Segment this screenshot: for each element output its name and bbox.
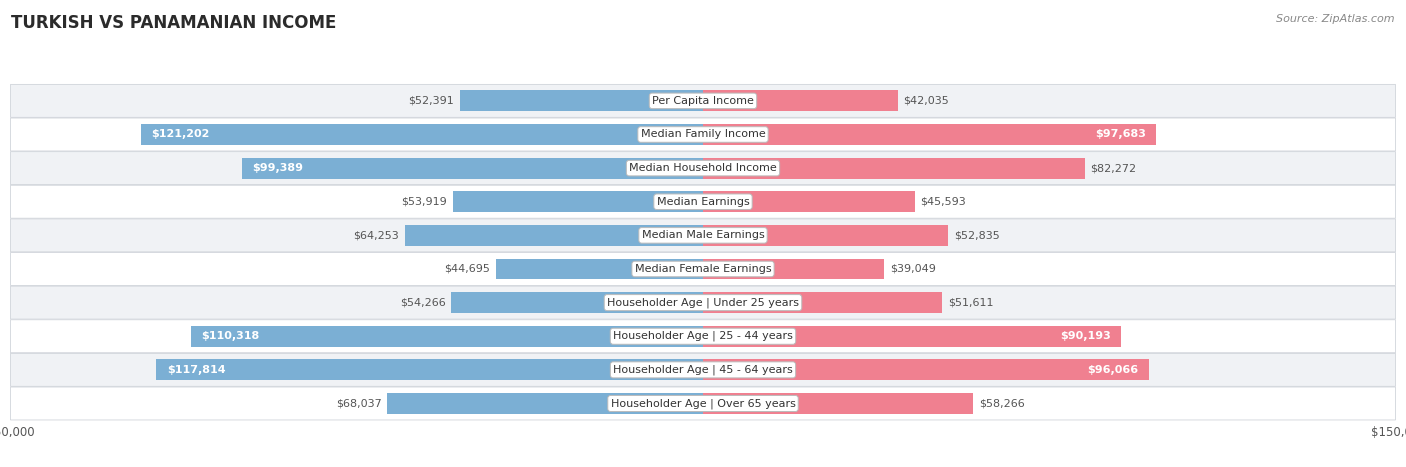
Text: $97,683: $97,683 xyxy=(1095,129,1146,140)
Bar xyxy=(141,124,703,145)
Bar xyxy=(703,124,1156,145)
Text: $42,035: $42,035 xyxy=(904,96,949,106)
Text: $39,049: $39,049 xyxy=(890,264,935,274)
Text: Median Female Earnings: Median Female Earnings xyxy=(634,264,772,274)
Bar xyxy=(191,326,703,347)
Text: $64,253: $64,253 xyxy=(353,230,399,241)
Text: Householder Age | 45 - 64 years: Householder Age | 45 - 64 years xyxy=(613,365,793,375)
Text: $121,202: $121,202 xyxy=(150,129,209,140)
Bar xyxy=(703,158,1084,178)
Text: $54,266: $54,266 xyxy=(399,297,446,308)
FancyBboxPatch shape xyxy=(10,354,1396,386)
Text: $96,066: $96,066 xyxy=(1087,365,1139,375)
FancyBboxPatch shape xyxy=(10,152,1396,184)
Text: Householder Age | Over 65 years: Householder Age | Over 65 years xyxy=(610,398,796,409)
Bar xyxy=(703,393,973,414)
Text: Median Earnings: Median Earnings xyxy=(657,197,749,207)
Bar xyxy=(156,360,703,380)
FancyBboxPatch shape xyxy=(10,253,1396,285)
FancyBboxPatch shape xyxy=(10,320,1396,353)
Bar xyxy=(387,393,703,414)
Bar xyxy=(405,225,703,246)
Bar xyxy=(460,91,703,111)
Text: $45,593: $45,593 xyxy=(920,197,966,207)
Text: Median Male Earnings: Median Male Earnings xyxy=(641,230,765,241)
Text: Householder Age | Under 25 years: Householder Age | Under 25 years xyxy=(607,297,799,308)
Text: $90,193: $90,193 xyxy=(1060,331,1111,341)
Text: $44,695: $44,695 xyxy=(444,264,491,274)
Bar xyxy=(453,191,703,212)
Bar xyxy=(703,91,898,111)
FancyBboxPatch shape xyxy=(10,85,1396,117)
Text: Per Capita Income: Per Capita Income xyxy=(652,96,754,106)
Bar xyxy=(703,326,1122,347)
Bar xyxy=(451,292,703,313)
Text: TURKISH VS PANAMANIAN INCOME: TURKISH VS PANAMANIAN INCOME xyxy=(11,14,336,32)
Bar xyxy=(242,158,703,178)
Text: $52,391: $52,391 xyxy=(409,96,454,106)
Bar xyxy=(703,259,884,279)
Text: Source: ZipAtlas.com: Source: ZipAtlas.com xyxy=(1277,14,1395,24)
Text: Median Family Income: Median Family Income xyxy=(641,129,765,140)
Text: $68,037: $68,037 xyxy=(336,398,382,409)
FancyBboxPatch shape xyxy=(10,219,1396,252)
FancyBboxPatch shape xyxy=(10,118,1396,151)
FancyBboxPatch shape xyxy=(10,286,1396,319)
Text: $110,318: $110,318 xyxy=(201,331,260,341)
Text: $52,835: $52,835 xyxy=(953,230,1000,241)
Text: $51,611: $51,611 xyxy=(948,297,994,308)
Text: Householder Age | 25 - 44 years: Householder Age | 25 - 44 years xyxy=(613,331,793,341)
Bar xyxy=(703,225,948,246)
Text: $82,272: $82,272 xyxy=(1090,163,1136,173)
Legend: Turkish, Panamanian: Turkish, Panamanian xyxy=(610,465,796,467)
Text: $99,389: $99,389 xyxy=(252,163,304,173)
Text: $53,919: $53,919 xyxy=(402,197,447,207)
FancyBboxPatch shape xyxy=(10,387,1396,420)
Bar xyxy=(703,292,942,313)
FancyBboxPatch shape xyxy=(10,185,1396,218)
Bar xyxy=(496,259,703,279)
Text: Median Household Income: Median Household Income xyxy=(628,163,778,173)
Text: $117,814: $117,814 xyxy=(167,365,225,375)
Text: $58,266: $58,266 xyxy=(979,398,1025,409)
Bar xyxy=(703,360,1149,380)
Bar xyxy=(703,191,914,212)
